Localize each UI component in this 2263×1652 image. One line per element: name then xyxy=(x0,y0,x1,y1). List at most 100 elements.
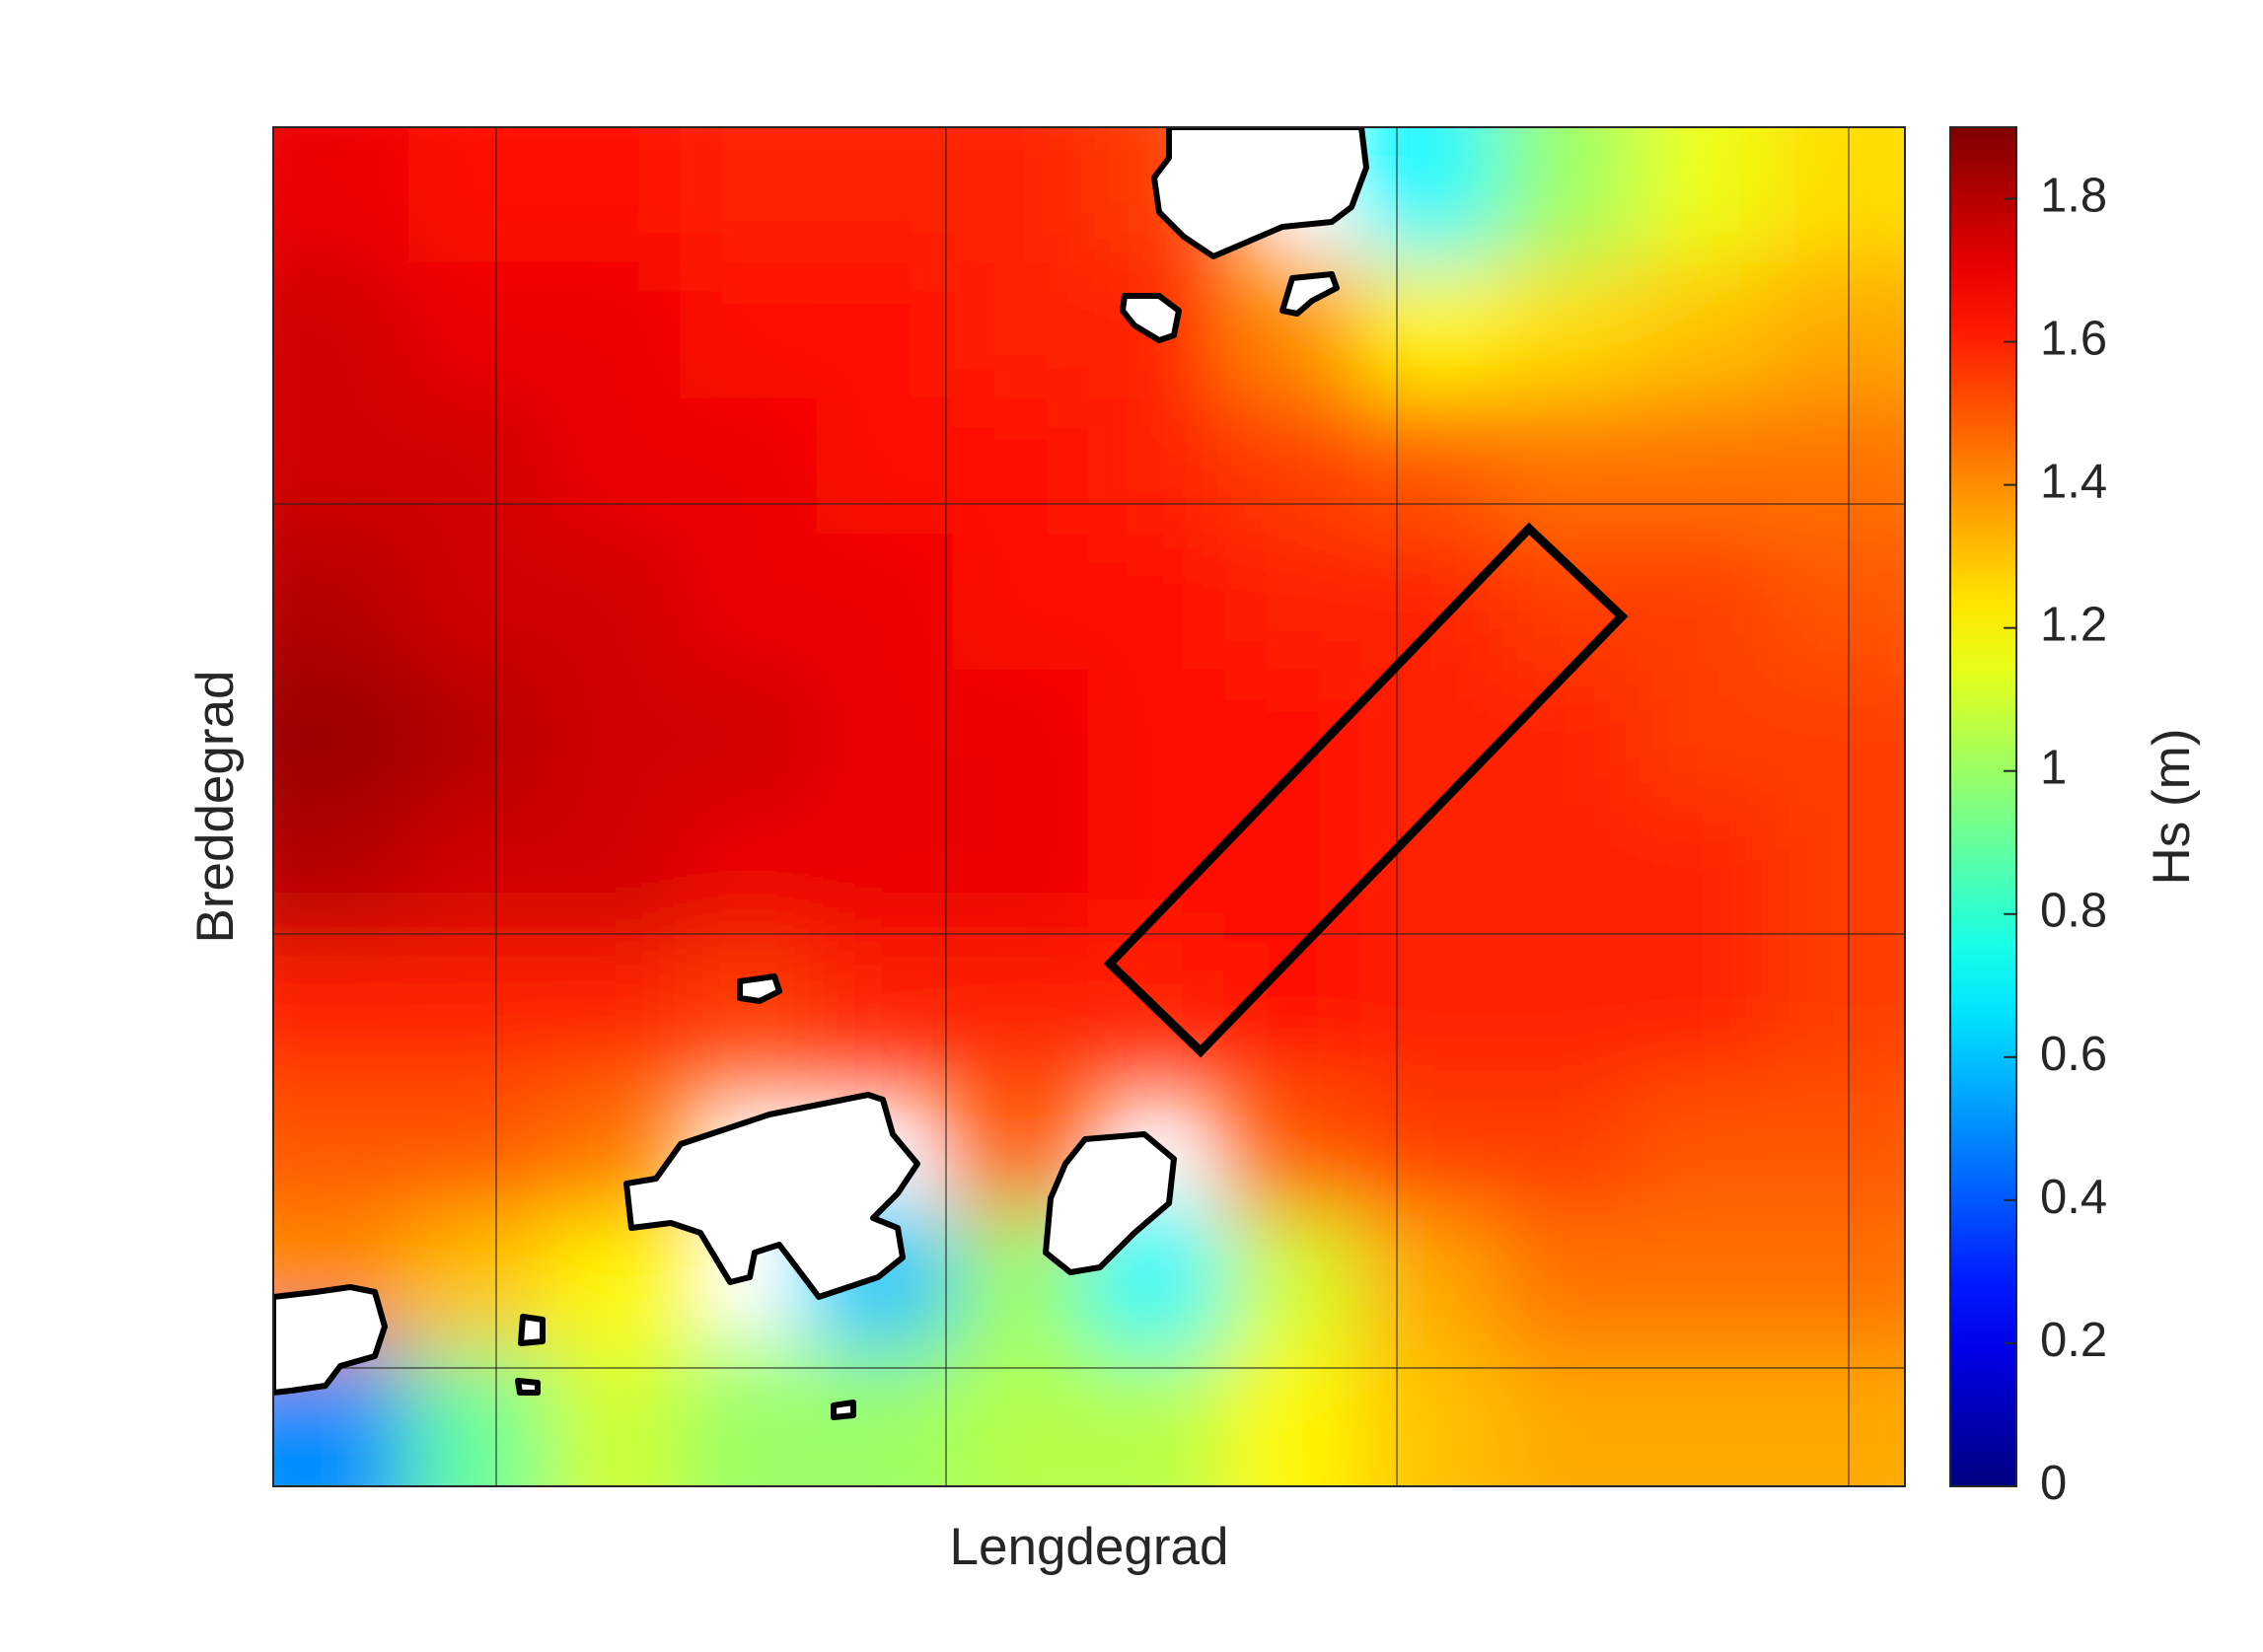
heat-cell xyxy=(952,534,1090,673)
heat-cell xyxy=(1496,397,1635,537)
heat-cell xyxy=(273,534,410,673)
island xyxy=(1151,127,1369,259)
colorbar-tick-label: 1.6 xyxy=(2040,313,2107,366)
heat-cell xyxy=(1223,941,1362,1080)
colorbar-tick-label: 0.4 xyxy=(2040,1171,2107,1224)
area-box xyxy=(1103,522,1629,1058)
heat-cell xyxy=(1359,670,1498,808)
heat-cell xyxy=(544,806,683,944)
heat-cell xyxy=(816,1349,955,1486)
land xyxy=(273,127,1369,1420)
heat-cell xyxy=(1632,127,1771,264)
heat-cell xyxy=(544,670,683,808)
heat-cell xyxy=(1223,1213,1362,1352)
heat-cell xyxy=(407,534,547,673)
heat-cell xyxy=(1359,1349,1498,1486)
heat-cell xyxy=(952,670,1090,808)
heat-cell xyxy=(952,941,1090,1080)
heat-cell xyxy=(407,127,547,264)
colorbar-tick-label: 0 xyxy=(2040,1457,2067,1510)
heat-cell xyxy=(1496,1213,1635,1352)
heat-cell xyxy=(1496,127,1635,264)
heat-cell xyxy=(1768,806,1905,944)
heat-cell xyxy=(680,806,819,944)
colorbar xyxy=(1949,126,2017,1487)
heat-cell xyxy=(1088,397,1226,537)
heat-cell xyxy=(544,127,683,264)
heatmap xyxy=(273,127,1905,1486)
heat-cell xyxy=(680,534,819,673)
heat-cell xyxy=(544,941,683,1080)
heat-cell xyxy=(680,670,819,808)
heat-cell xyxy=(1632,806,1771,944)
heat-cell xyxy=(816,534,955,673)
heat-cell xyxy=(1359,261,1498,400)
heat-cell xyxy=(1632,670,1771,808)
heat-cell xyxy=(407,261,547,400)
heat-cell xyxy=(680,127,819,264)
heat-cell xyxy=(1359,127,1498,264)
heat-cell xyxy=(1359,397,1498,537)
heat-cell xyxy=(1088,1349,1226,1486)
heat-cell xyxy=(680,261,819,400)
heat-cell xyxy=(1223,806,1362,944)
heat-cell xyxy=(273,941,410,1080)
island xyxy=(518,1314,546,1346)
heat-cell xyxy=(407,1349,547,1486)
island xyxy=(1279,271,1340,317)
heat-cell xyxy=(1768,1349,1905,1486)
heat-cell xyxy=(544,1349,683,1486)
heat-cell xyxy=(816,670,955,808)
heat-cell xyxy=(273,397,410,537)
colorbar-tick-label: 1.2 xyxy=(2040,599,2107,652)
colorbar-tick-label: 1.8 xyxy=(2040,169,2107,222)
heat-cell xyxy=(407,397,547,537)
heat-cell xyxy=(816,397,955,537)
heat-cell xyxy=(1496,1349,1635,1486)
heat-cell xyxy=(1496,941,1635,1080)
heat-cell xyxy=(1632,534,1771,673)
heat-cell xyxy=(952,806,1090,944)
heat-cell xyxy=(952,261,1090,400)
heat-cell xyxy=(1632,941,1771,1080)
heat-cell xyxy=(273,127,410,264)
heat-cell xyxy=(680,1349,819,1486)
island xyxy=(623,1092,920,1300)
heat-cell xyxy=(1223,1349,1362,1486)
heat-cell xyxy=(816,806,955,944)
heat-cell xyxy=(407,670,547,808)
colorbar-tick-label: 0.2 xyxy=(2040,1314,2107,1367)
heat-cell xyxy=(407,941,547,1080)
heat-cell xyxy=(1632,397,1771,537)
heat-cell xyxy=(1632,1213,1771,1352)
heat-cell xyxy=(1359,806,1498,944)
heat-cell xyxy=(680,397,819,537)
heat-cell xyxy=(1768,670,1905,808)
plot-frame xyxy=(272,126,1906,1487)
heat-cell xyxy=(544,534,683,673)
heat-cell xyxy=(816,261,955,400)
island xyxy=(273,1284,388,1396)
heat-cell xyxy=(1223,670,1362,808)
x-axis-label: Lengdegrad xyxy=(950,1518,1229,1576)
island xyxy=(1043,1131,1177,1275)
heat-cell xyxy=(952,1349,1090,1486)
heat-cell xyxy=(1496,1077,1635,1216)
heat-cell xyxy=(544,261,683,400)
heat-cell xyxy=(1359,1077,1498,1216)
colorbar-tick-label: 0.6 xyxy=(2040,1028,2107,1081)
y-axis-label: Breddegrad xyxy=(186,671,245,944)
colorbar-tick-label: 1.4 xyxy=(2040,456,2107,509)
heat-cell xyxy=(273,670,410,808)
heat-cell xyxy=(816,127,955,264)
heat-cell xyxy=(544,1213,683,1352)
heat-cell xyxy=(273,806,410,944)
island xyxy=(831,1400,856,1420)
heat-cell xyxy=(1359,941,1498,1080)
heat-cell xyxy=(1088,534,1226,673)
heat-cell xyxy=(273,1077,410,1216)
island xyxy=(515,1378,541,1396)
heat-cell xyxy=(1768,534,1905,673)
heat-cell xyxy=(1768,941,1905,1080)
heat-cell xyxy=(407,1077,547,1216)
